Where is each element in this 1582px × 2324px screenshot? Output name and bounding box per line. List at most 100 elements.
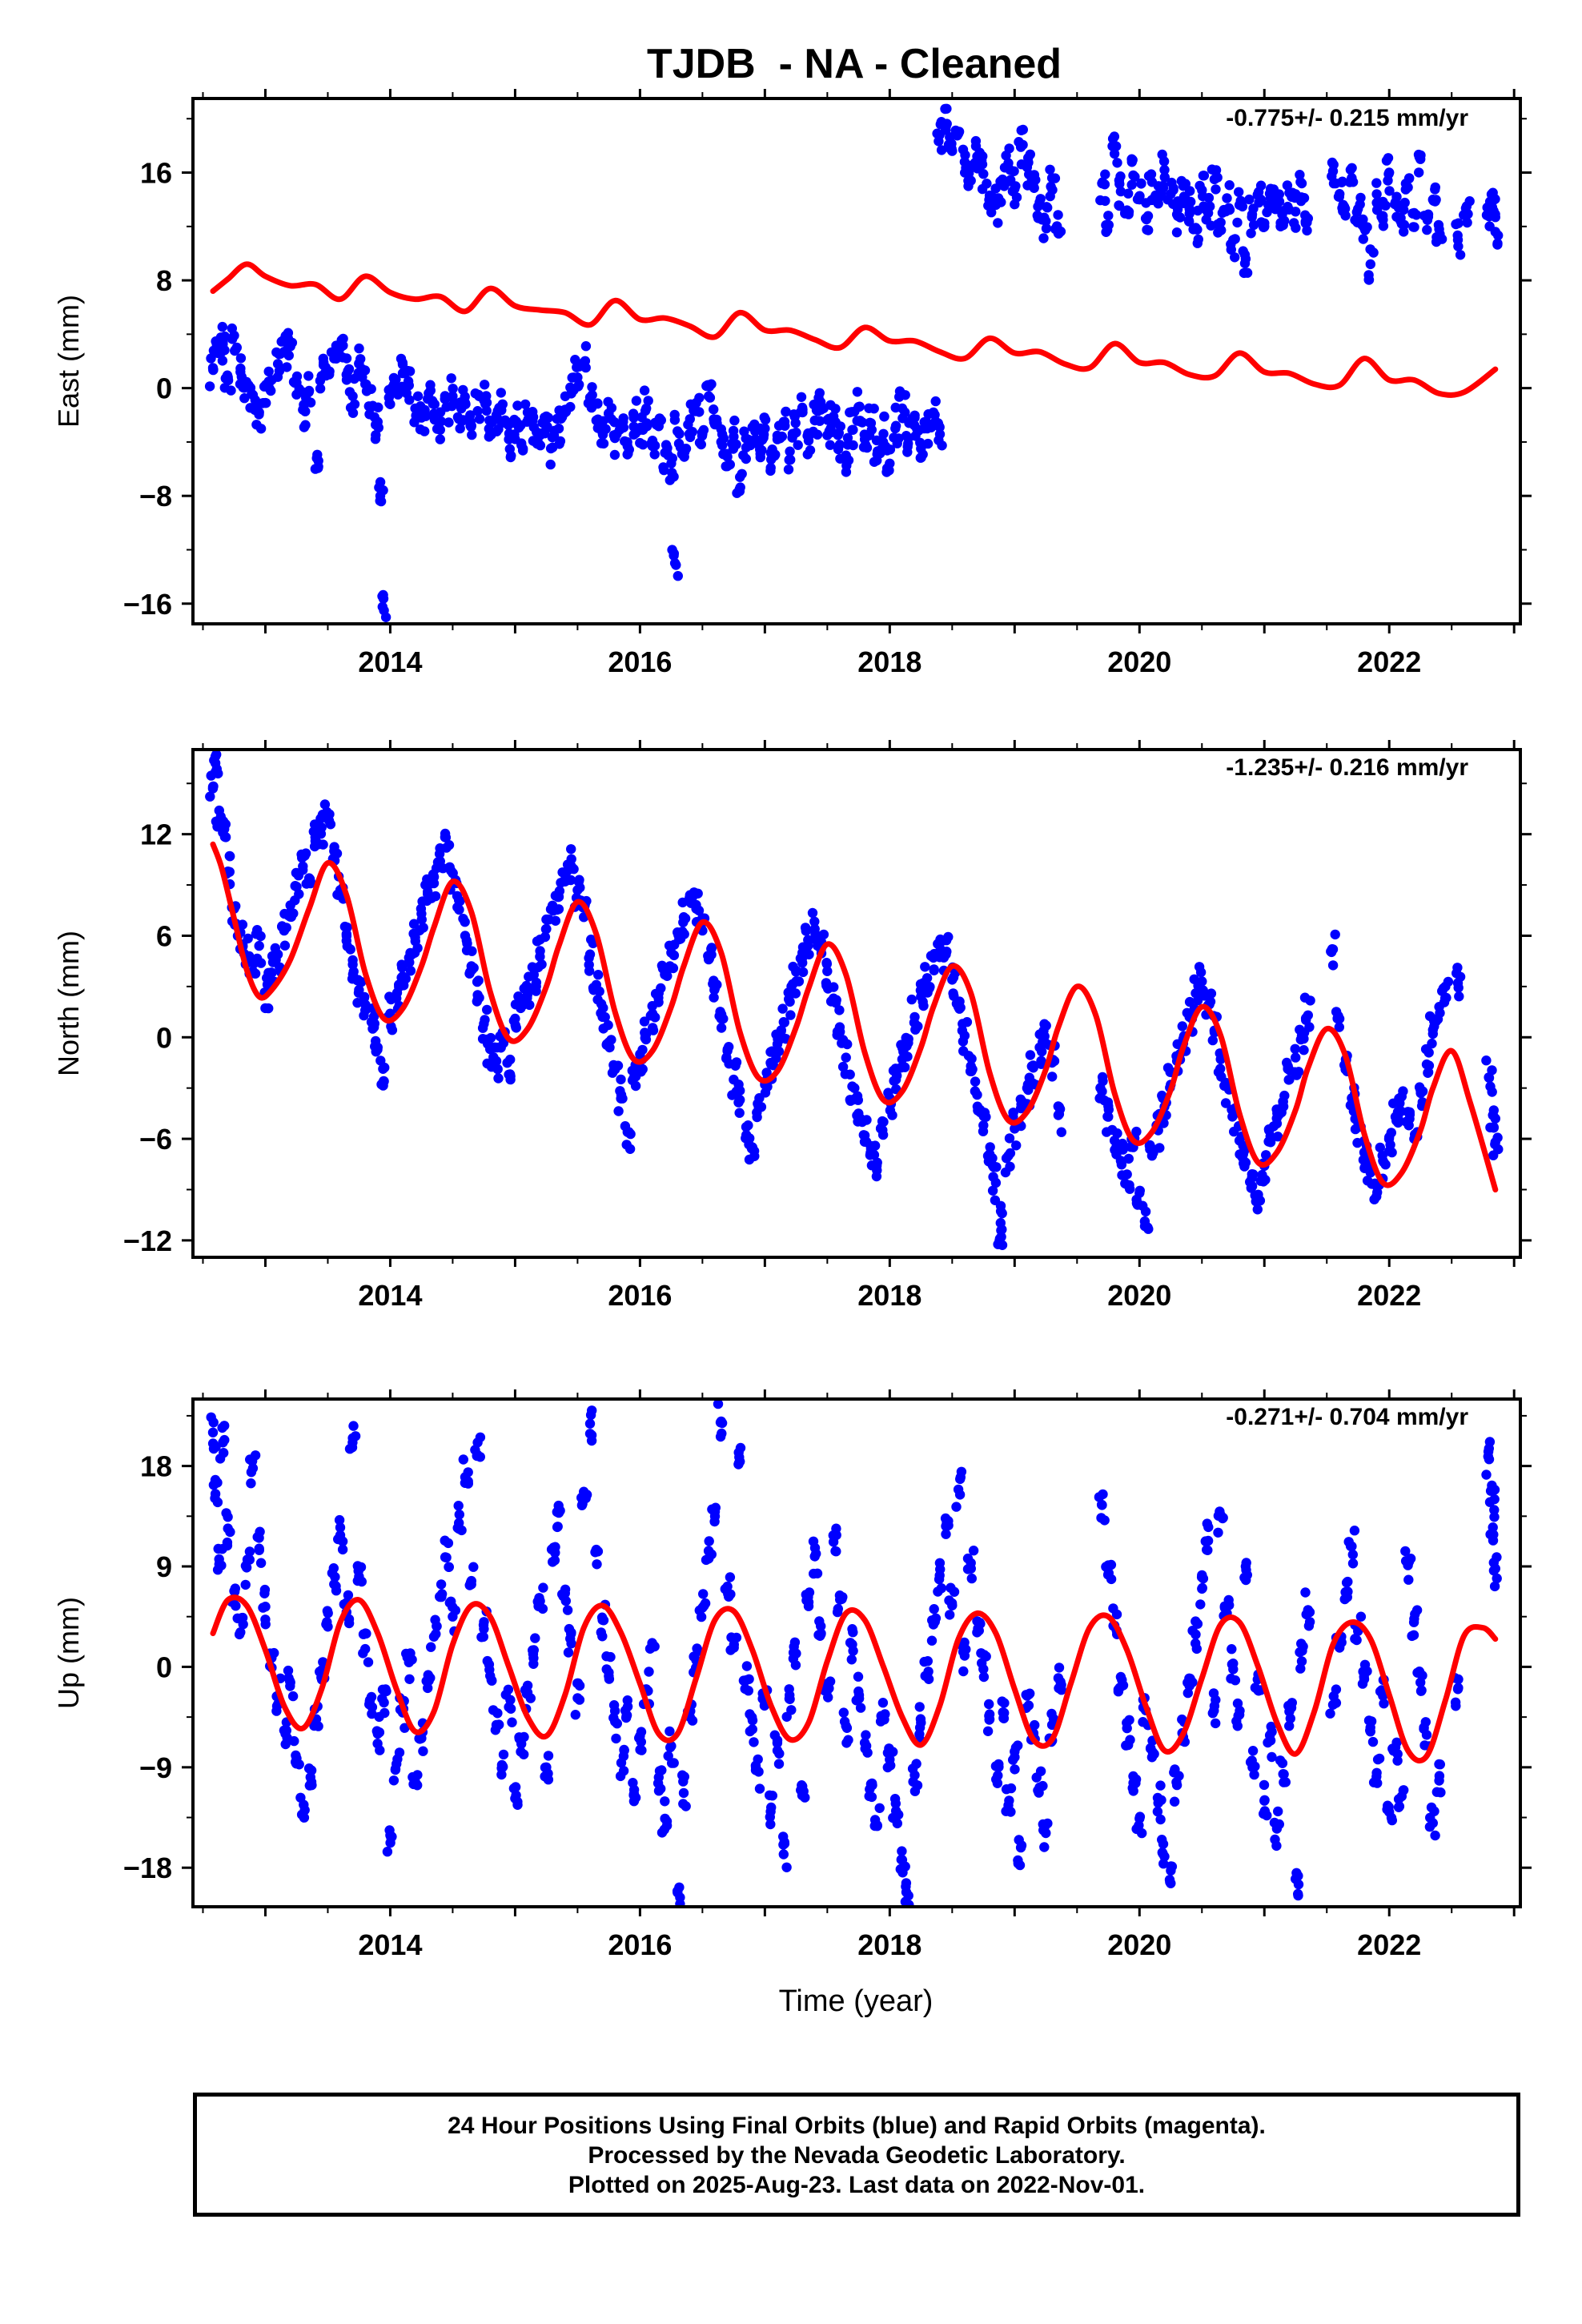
- up-data-point-cluster: [237, 1612, 248, 1623]
- north-data-point-cluster: [511, 1022, 521, 1032]
- north-data-point-cluster: [1487, 1065, 1497, 1076]
- east-data-point-cluster: [1033, 201, 1043, 212]
- up-data-point-cluster: [460, 1478, 471, 1489]
- up-data-point-cluster: [1412, 1667, 1423, 1678]
- north-data-point-cluster: [731, 1057, 742, 1068]
- east-data-point-cluster: [480, 380, 490, 390]
- east-data-point-cluster: [659, 464, 669, 476]
- up-data-point-cluster: [885, 1760, 896, 1771]
- east-data-point-cluster: [1368, 247, 1379, 258]
- up-data-point-cluster: [208, 1417, 219, 1428]
- east-data-point-cluster: [986, 207, 997, 218]
- north-data-point-cluster: [845, 1095, 856, 1105]
- east-data-point-cluster: [1123, 209, 1134, 219]
- east-data-point-cluster: [383, 392, 394, 403]
- east-data-point-cluster: [684, 428, 695, 440]
- north-data-point-cluster: [1395, 1106, 1407, 1116]
- up-data-point-cluster: [482, 1655, 492, 1667]
- east-data-point-cluster: [1363, 275, 1375, 285]
- east-data-point-cluster: [217, 321, 227, 332]
- up-data-point-cluster: [1202, 1545, 1212, 1555]
- up-data-point-cluster: [701, 1554, 712, 1566]
- east-data-point-cluster: [1107, 134, 1118, 144]
- east-data-point-cluster: [444, 417, 454, 428]
- north-data-point-cluster: [809, 916, 820, 927]
- up-data-point-cluster: [1273, 1806, 1283, 1817]
- up-data-point-cluster: [337, 1544, 348, 1555]
- east-data-point-cluster: [1484, 196, 1496, 207]
- up-data-point-cluster: [744, 1674, 754, 1684]
- up-data-point-cluster: [240, 1579, 251, 1590]
- up-data-point-cluster: [635, 1744, 645, 1755]
- up-data-point-cluster: [872, 1821, 882, 1831]
- up-data-point-cluster: [1391, 1737, 1402, 1747]
- east-data-point-cluster: [580, 356, 591, 366]
- up-data-point-cluster: [897, 1846, 907, 1856]
- up-data-point-cluster: [361, 1628, 371, 1639]
- east-data-point-cluster: [1263, 199, 1274, 211]
- north-data-point-cluster: [387, 1025, 398, 1035]
- east-data-point: [1103, 211, 1114, 221]
- up-data-point-cluster: [955, 1472, 966, 1483]
- east-data-point-cluster: [528, 407, 538, 417]
- up-data-point: [678, 1787, 689, 1799]
- north-data-point-cluster: [345, 944, 355, 955]
- up-data-point-cluster: [260, 1614, 271, 1625]
- east-data-point-cluster: [1162, 195, 1173, 205]
- east-data-point-cluster: [884, 465, 894, 476]
- east-data-point-cluster: [371, 430, 381, 440]
- up-data-point-cluster: [1347, 1550, 1359, 1560]
- up-data-point-cluster: [1429, 1806, 1439, 1816]
- north-data-point-cluster: [691, 899, 701, 911]
- up-data-point-cluster: [687, 1715, 698, 1726]
- up-data-point-cluster: [1350, 1634, 1360, 1644]
- east-data-point-cluster: [596, 438, 607, 448]
- north-data-point-cluster: [384, 991, 395, 1002]
- east-data-point-cluster: [282, 362, 292, 372]
- north-data-point-cluster: [472, 996, 482, 1007]
- up-data-point-cluster: [946, 1582, 956, 1593]
- east-data-point-cluster: [1172, 204, 1183, 215]
- east-data-point-cluster: [1274, 196, 1285, 207]
- up-data-point-cluster: [1451, 1701, 1461, 1711]
- north-data-point-cluster: [773, 1046, 785, 1057]
- up-data-point-cluster: [1227, 1659, 1238, 1670]
- north-data-point-cluster: [318, 839, 328, 850]
- up-data-point-cluster: [211, 1441, 221, 1453]
- north-data-point-cluster: [480, 1015, 490, 1025]
- east-data-point-cluster: [535, 440, 546, 451]
- up-data-point-cluster: [407, 1655, 417, 1665]
- up-data-point-cluster: [564, 1623, 575, 1634]
- north-data-point-cluster: [435, 843, 445, 854]
- east-data-point-cluster: [600, 424, 611, 434]
- north-y-tick-label: 0: [156, 1021, 172, 1054]
- east-data-point-cluster: [435, 407, 446, 417]
- east-data-point: [1365, 259, 1376, 270]
- up-data-point-cluster: [797, 1780, 807, 1791]
- north-data-point-cluster: [541, 914, 552, 925]
- figure-title: TJDB - NA - Cleaned: [647, 41, 1062, 87]
- up-data-point-cluster: [259, 1588, 270, 1599]
- east-data-point-cluster: [866, 424, 877, 435]
- east-data-point-cluster: [263, 377, 275, 388]
- north-data-point-cluster: [1123, 1153, 1134, 1164]
- east-data-point-cluster: [667, 468, 677, 478]
- east-data-point-cluster: [1378, 196, 1388, 207]
- north-data-point-cluster: [1345, 1100, 1356, 1111]
- north-data-point-cluster: [1415, 1088, 1426, 1099]
- north-data-point-cluster: [324, 809, 335, 819]
- north-data-point-cluster: [735, 1085, 745, 1096]
- north-data-point-cluster: [596, 999, 607, 1009]
- east-data-point: [472, 406, 483, 416]
- north-data-point-cluster: [1124, 1180, 1134, 1191]
- east-data-point-cluster: [1371, 178, 1382, 188]
- north-data-point-cluster: [400, 973, 411, 984]
- north-data-point-cluster: [600, 1011, 610, 1023]
- up-data-point-cluster: [929, 1604, 939, 1614]
- up-data-point-cluster: [962, 1553, 974, 1564]
- east-data-point-cluster: [1283, 204, 1295, 215]
- up-data-point-cluster: [1001, 1806, 1011, 1816]
- north-data-point-cluster: [281, 923, 291, 933]
- x-axis-label: Time (year): [779, 1984, 934, 2018]
- north-data-point-cluster: [1380, 1160, 1391, 1170]
